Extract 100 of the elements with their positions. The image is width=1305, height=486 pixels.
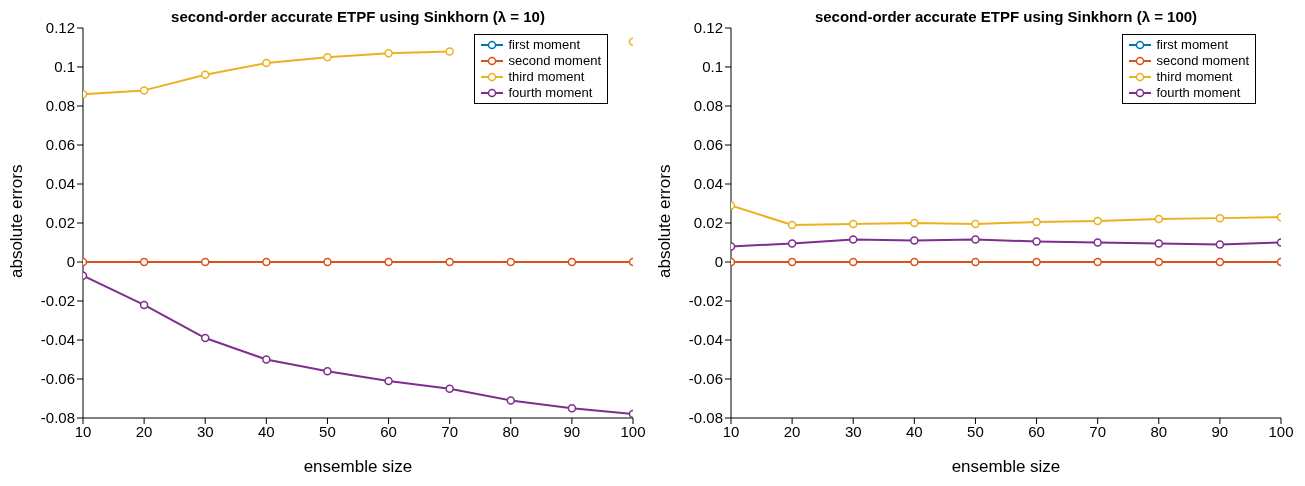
y-tick-label: -0.08 xyxy=(40,409,75,427)
legend-label: second moment xyxy=(1156,53,1249,69)
legend-label: first moment xyxy=(1156,37,1229,53)
y-tick-label: 0.1 xyxy=(54,58,75,76)
x-tick-label: 100 xyxy=(620,422,646,440)
point xyxy=(384,376,393,386)
legend-label: second moment xyxy=(508,53,601,69)
y-tick-label: -0.02 xyxy=(40,292,75,310)
x-tick-label: 60 xyxy=(380,422,397,440)
legend-label: fourth moment xyxy=(1156,85,1241,101)
y-tick-label: -0.06 xyxy=(40,370,75,388)
point xyxy=(262,355,271,364)
point xyxy=(506,396,516,405)
point xyxy=(1215,240,1225,249)
point xyxy=(384,49,393,58)
point xyxy=(1154,257,1164,267)
y-tick-label: -0.04 xyxy=(40,331,75,349)
x-tick-label: 90 xyxy=(1211,422,1229,440)
y-tick-label: -0.02 xyxy=(688,292,723,310)
y-tick-label: 0.02 xyxy=(693,214,723,232)
point xyxy=(139,300,149,310)
point xyxy=(139,257,149,267)
point xyxy=(262,257,271,267)
point xyxy=(848,235,858,244)
point xyxy=(1032,257,1041,267)
point xyxy=(200,257,210,267)
point xyxy=(787,257,797,267)
point xyxy=(971,235,980,244)
point xyxy=(1215,213,1225,223)
x-tick-label: 80 xyxy=(502,422,520,440)
y-tick-label: 0.1 xyxy=(702,58,723,76)
y-tick-label: 0 xyxy=(66,253,75,271)
x-tick-label: 60 xyxy=(1028,422,1045,440)
point xyxy=(1032,217,1041,227)
point xyxy=(567,257,577,267)
point xyxy=(506,257,516,267)
chart-title: second-order accurate ETPF using Sinkhorn (λ = 10) xyxy=(170,8,546,25)
x-tick-label: 40 xyxy=(905,422,923,440)
legend-label: first moment xyxy=(508,37,581,53)
y-tick-label: 0.06 xyxy=(693,136,723,154)
y-tick-label: 0.08 xyxy=(45,97,75,115)
y-tick-label: -0.04 xyxy=(688,331,723,349)
point xyxy=(323,366,332,376)
x-tick-label: 50 xyxy=(319,422,336,440)
point xyxy=(445,384,454,393)
y-tick-label: -0.08 xyxy=(688,409,723,427)
point xyxy=(445,257,454,267)
point xyxy=(787,239,797,248)
x-tick-label: 30 xyxy=(196,422,214,440)
point xyxy=(323,257,332,267)
x-axis-title: ensemble size xyxy=(303,457,413,476)
x-tick-label: 20 xyxy=(135,422,153,440)
x-tick-label: 10 xyxy=(74,422,92,440)
point xyxy=(971,257,980,267)
x-tick-label: 80 xyxy=(1150,422,1168,440)
point xyxy=(971,219,980,229)
x-tick-label: 20 xyxy=(783,422,801,440)
x-tick-label: 10 xyxy=(722,422,740,440)
point xyxy=(848,257,858,267)
y-tick-label: 0 xyxy=(714,253,723,271)
point xyxy=(445,47,454,56)
point xyxy=(910,236,919,245)
point xyxy=(1154,239,1164,248)
legend-label: third moment xyxy=(1156,69,1233,85)
y-tick-label: 0.08 xyxy=(693,97,723,115)
x-tick-label: 100 xyxy=(1268,422,1294,440)
x-tick-label: 40 xyxy=(257,422,275,440)
point xyxy=(567,404,577,413)
y-tick-label: 0.12 xyxy=(45,19,75,37)
point xyxy=(323,53,332,62)
point xyxy=(1093,238,1102,247)
point xyxy=(910,257,919,267)
point xyxy=(139,86,149,95)
point xyxy=(200,70,210,80)
x-tick-label: 70 xyxy=(1089,422,1107,440)
y-axis-title: absolute errors xyxy=(7,164,27,278)
x-tick-label: 90 xyxy=(563,422,581,440)
point xyxy=(910,218,919,228)
point xyxy=(787,220,797,230)
point xyxy=(262,58,271,68)
y-tick-label: -0.06 xyxy=(688,370,723,388)
point xyxy=(1032,237,1041,246)
y-tick-label: 0.02 xyxy=(45,214,75,232)
point xyxy=(1093,216,1102,226)
y-tick-label: 0.12 xyxy=(693,19,723,37)
y-tick-label: 0.04 xyxy=(45,175,75,193)
point xyxy=(1154,214,1164,224)
x-tick-label: 70 xyxy=(441,422,459,440)
y-tick-label: 0.06 xyxy=(45,136,75,154)
x-axis-title: ensemble size xyxy=(951,457,1061,476)
point xyxy=(200,333,210,343)
y-tick-label: 0.04 xyxy=(693,175,723,193)
point xyxy=(1093,257,1102,267)
point xyxy=(1215,257,1225,267)
point xyxy=(384,257,393,267)
legend-label: fourth moment xyxy=(508,85,593,101)
y-axis-title: absolute errors xyxy=(655,164,675,278)
x-tick-label: 50 xyxy=(967,422,984,440)
chart-title: second-order accurate ETPF using Sinkhorn (λ = 100) xyxy=(813,8,1199,25)
point xyxy=(848,219,858,229)
